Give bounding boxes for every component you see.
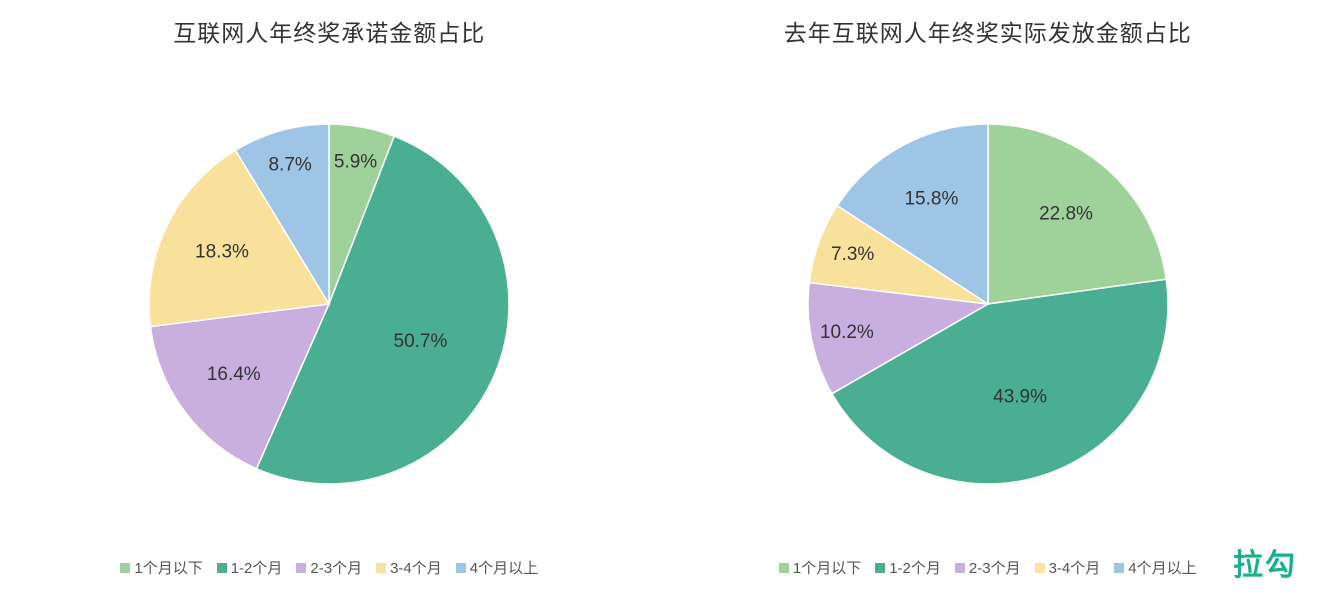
legend-item-m34: 3-4个月 — [1035, 557, 1101, 578]
right-chart-wrap: 22.8% 43.9% 10.2% 7.3% 15.8% — [659, 68, 1317, 539]
legend-label-m34: 3-4个月 — [390, 557, 442, 578]
legend-label-lt1: 1个月以下 — [793, 557, 861, 578]
legend-swatch-m23 — [955, 563, 965, 573]
legend-swatch-m34 — [376, 563, 386, 573]
legend-swatch-m23 — [296, 563, 306, 573]
legend-swatch-gt4 — [1114, 563, 1124, 573]
right-legend: 1个月以下 1-2个月 2-3个月 3-4个月 4个月以上 — [779, 539, 1197, 600]
legend-item-m12: 1-2个月 — [875, 557, 941, 578]
legend-item-m12: 1-2个月 — [217, 557, 283, 578]
slice-label-m34: 18.3% — [195, 241, 249, 262]
legend-label-gt4: 4个月以上 — [470, 557, 538, 578]
legend-swatch-m34 — [1035, 563, 1045, 573]
legend-swatch-gt4 — [456, 563, 466, 573]
right-panel: 去年互联网人年终奖实际发放金额占比 22.8% 43.9% 10.2% 7.3% 15.… — [659, 0, 1317, 600]
left-panel: 互联网人年终奖承诺金额占比 5.9% 50.7% 16.4% 18.3% 8.7% 1个… — [0, 0, 659, 600]
right-chart-title: 去年互联网人年终奖实际发放金额占比 — [784, 14, 1192, 48]
legend-item-gt4: 4个月以上 — [1114, 557, 1196, 578]
legend-item-m23: 2-3个月 — [296, 557, 362, 578]
slice-label-m12: 43.9% — [993, 386, 1047, 407]
slice-label-lt1: 22.8% — [1039, 203, 1093, 224]
legend-label-lt1: 1个月以下 — [134, 557, 202, 578]
charts-container: 互联网人年终奖承诺金额占比 5.9% 50.7% 16.4% 18.3% 8.7% 1个… — [0, 0, 1317, 600]
slice-label-m34: 7.3% — [831, 243, 874, 264]
left-chart-title: 互联网人年终奖承诺金额占比 — [173, 14, 485, 48]
legend-item-m23: 2-3个月 — [955, 557, 1021, 578]
slice-label-lt1: 5.9% — [334, 151, 377, 172]
slice-label-gt4: 15.8% — [904, 188, 958, 209]
legend-swatch-m12 — [217, 563, 227, 573]
legend-label-m23: 2-3个月 — [310, 557, 362, 578]
slice-label-m23: 10.2% — [820, 321, 874, 342]
legend-label-gt4: 4个月以上 — [1128, 557, 1196, 578]
left-chart-wrap: 5.9% 50.7% 16.4% 18.3% 8.7% — [0, 68, 659, 539]
slice-label-m23: 16.4% — [207, 364, 261, 385]
brand-logo: 拉勾 — [1233, 540, 1297, 584]
slice-label-m12: 50.7% — [394, 330, 448, 351]
legend-label-m23: 2-3个月 — [969, 557, 1021, 578]
legend-swatch-lt1 — [120, 563, 130, 573]
legend-label-m12: 1-2个月 — [889, 557, 941, 578]
legend-item-lt1: 1个月以下 — [120, 557, 202, 578]
legend-swatch-m12 — [875, 563, 885, 573]
slice-label-gt4: 8.7% — [269, 154, 312, 175]
legend-item-gt4: 4个月以上 — [456, 557, 538, 578]
legend-swatch-lt1 — [779, 563, 789, 573]
legend-item-m34: 3-4个月 — [376, 557, 442, 578]
legend-item-lt1: 1个月以下 — [779, 557, 861, 578]
left-pie-chart: 5.9% 50.7% 16.4% 18.3% 8.7% — [69, 94, 589, 514]
right-pie-chart: 22.8% 43.9% 10.2% 7.3% 15.8% — [728, 94, 1248, 514]
legend-label-m34: 3-4个月 — [1049, 557, 1101, 578]
legend-label-m12: 1-2个月 — [231, 557, 283, 578]
left-legend: 1个月以下 1-2个月 2-3个月 3-4个月 4个月以上 — [120, 539, 538, 600]
